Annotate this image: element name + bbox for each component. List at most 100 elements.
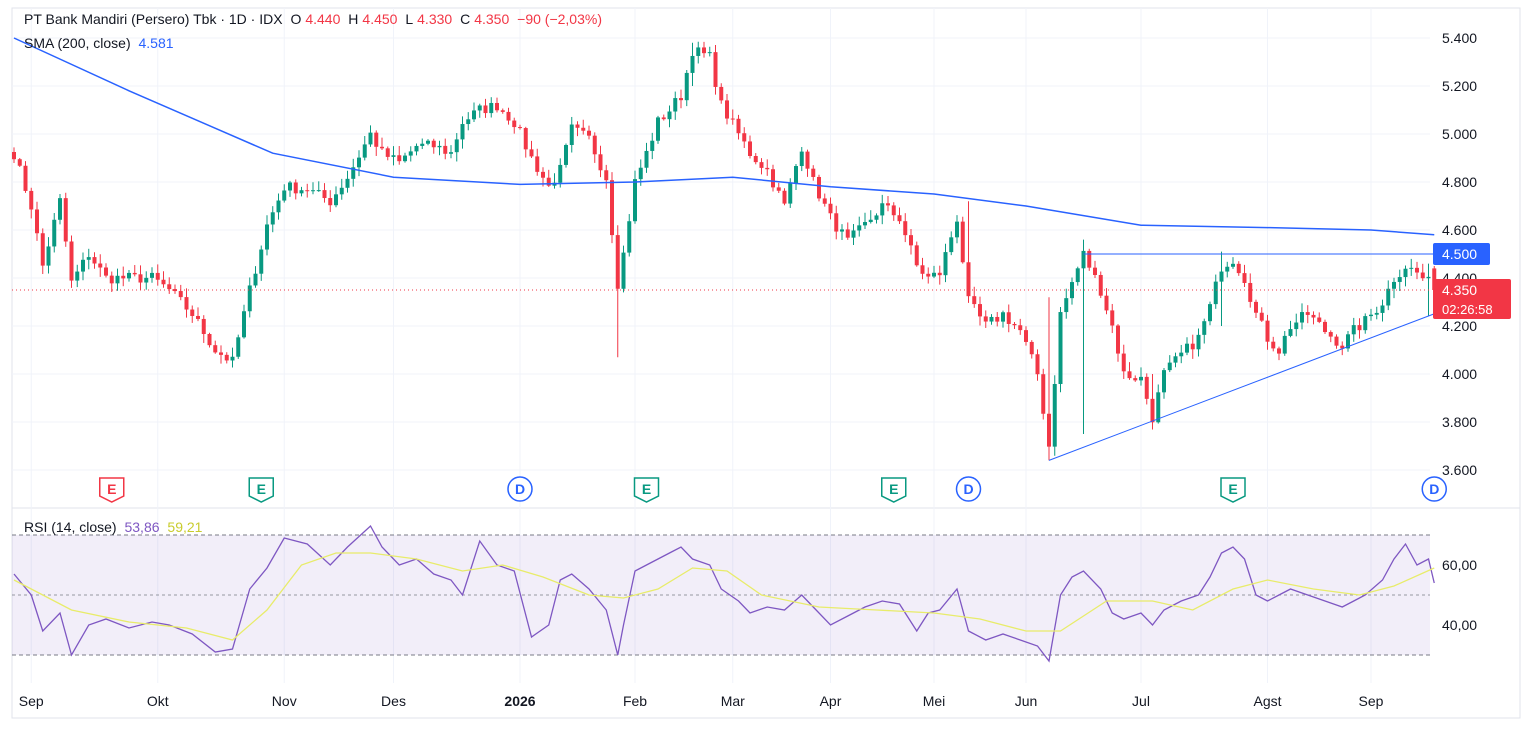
candle-body bbox=[477, 105, 482, 111]
level-badge bbox=[1433, 243, 1490, 265]
candle-body bbox=[782, 190, 787, 204]
candles bbox=[12, 41, 1437, 461]
dividend-letter: D bbox=[963, 481, 973, 497]
candle-body bbox=[12, 151, 16, 160]
candle-body bbox=[1254, 301, 1258, 313]
ohlc-legend: PT Bank Mandiri (Persero) Tbk · 1D · IDX… bbox=[24, 11, 606, 27]
candle-body bbox=[713, 52, 718, 87]
sma-legend[interactable]: SMA (200, close) 4.581 bbox=[24, 35, 178, 51]
candle-body bbox=[224, 354, 229, 361]
candle-body bbox=[546, 177, 551, 186]
candle-body bbox=[1179, 352, 1184, 357]
last-price-text: 4.350 bbox=[1442, 282, 1477, 298]
candle-body bbox=[109, 275, 114, 284]
candle-body bbox=[569, 124, 574, 145]
dividend-marker[interactable]: D bbox=[507, 476, 533, 502]
candle-body bbox=[1363, 316, 1368, 331]
candle-body bbox=[615, 235, 620, 289]
candle-body bbox=[719, 86, 724, 101]
candle-body bbox=[1288, 329, 1293, 336]
candle-body bbox=[1064, 298, 1069, 313]
earnings-letter: E bbox=[889, 481, 898, 497]
candle-body bbox=[1219, 271, 1224, 282]
chart-frame bbox=[11, 7, 1521, 719]
candle-body bbox=[926, 273, 931, 277]
earnings-marker[interactable]: E bbox=[881, 477, 907, 503]
candle-body bbox=[667, 111, 672, 120]
candle-body bbox=[1012, 323, 1017, 326]
candle-body bbox=[351, 167, 356, 179]
candle-body bbox=[638, 167, 643, 180]
candle-body bbox=[1305, 312, 1310, 315]
candle-body bbox=[69, 241, 74, 281]
candle-body bbox=[1202, 321, 1207, 335]
candle-body bbox=[1426, 276, 1431, 279]
candle-body bbox=[397, 155, 402, 162]
rsi-ma-value: 59,21 bbox=[167, 519, 203, 535]
candle-body bbox=[265, 224, 269, 250]
candle-body bbox=[115, 275, 120, 284]
close-value: 4.350 bbox=[474, 11, 510, 27]
candle-body bbox=[822, 198, 827, 204]
dividend-marker[interactable]: D bbox=[955, 476, 982, 502]
candle-body bbox=[173, 289, 177, 292]
candle-body bbox=[535, 156, 540, 172]
candle-body bbox=[541, 171, 545, 178]
countdown-text: 02:26:58 bbox=[1442, 302, 1493, 317]
candle-body bbox=[213, 345, 218, 353]
candle-body bbox=[679, 98, 683, 101]
candle-body bbox=[1139, 376, 1143, 381]
rsi-value: 53,86 bbox=[124, 519, 160, 535]
candle-body bbox=[523, 128, 528, 150]
candle-body bbox=[506, 111, 511, 121]
dividend-letter: D bbox=[1429, 481, 1439, 497]
earnings-marker[interactable]: E bbox=[99, 477, 125, 503]
candle-body bbox=[305, 190, 310, 192]
candle-body bbox=[1150, 398, 1155, 423]
candle-body bbox=[995, 316, 1000, 322]
candle-body bbox=[604, 170, 609, 181]
candle-body bbox=[328, 198, 333, 206]
candle-body bbox=[817, 176, 821, 199]
candle-body bbox=[1351, 325, 1356, 335]
candle-body bbox=[374, 132, 379, 147]
earnings-badge bbox=[248, 477, 274, 503]
rsi-label: RSI (14, close) bbox=[24, 519, 117, 535]
price-tick-label: 5.400 bbox=[1442, 30, 1477, 46]
earnings-marker[interactable]: E bbox=[248, 477, 274, 503]
candle-body bbox=[63, 198, 68, 242]
candle-body bbox=[1236, 263, 1241, 274]
candle-body bbox=[1334, 336, 1339, 346]
time-tick-label: Okt bbox=[147, 693, 169, 709]
rsi-legend[interactable]: RSI (14, close) 53,86 59,21 bbox=[24, 519, 206, 535]
candle-body bbox=[299, 190, 304, 194]
earnings-letter: E bbox=[257, 481, 266, 497]
symbol-title[interactable]: PT Bank Mandiri (Persero) Tbk · 1D · IDX bbox=[24, 11, 283, 27]
candle-body bbox=[1093, 267, 1097, 275]
earnings-marker[interactable]: E bbox=[1220, 477, 1246, 503]
candle-body bbox=[1271, 341, 1276, 349]
rsi-ma-line bbox=[13, 552, 1435, 641]
candle-body bbox=[276, 200, 281, 213]
candle-body bbox=[420, 143, 425, 146]
candle-body bbox=[598, 154, 603, 171]
candle-body bbox=[127, 272, 131, 279]
candle-body bbox=[345, 178, 350, 188]
dividend-marker[interactable]: D bbox=[1421, 476, 1447, 502]
sma-200-line bbox=[13, 37, 1435, 236]
candle-body bbox=[29, 190, 34, 210]
candle-body bbox=[1208, 304, 1212, 322]
earnings-marker[interactable]: E bbox=[633, 477, 660, 503]
candle-body bbox=[897, 215, 902, 222]
candle-body bbox=[184, 297, 189, 310]
candle-body bbox=[955, 221, 959, 238]
candle-body bbox=[518, 127, 522, 129]
close-label: C bbox=[460, 11, 471, 27]
time-tick-label: Feb bbox=[623, 693, 647, 709]
candle-body bbox=[1133, 378, 1138, 381]
price-tick-label: 3.800 bbox=[1442, 414, 1477, 430]
candle-body bbox=[776, 187, 781, 191]
candle-body bbox=[1294, 322, 1299, 330]
candle-body bbox=[886, 203, 890, 206]
